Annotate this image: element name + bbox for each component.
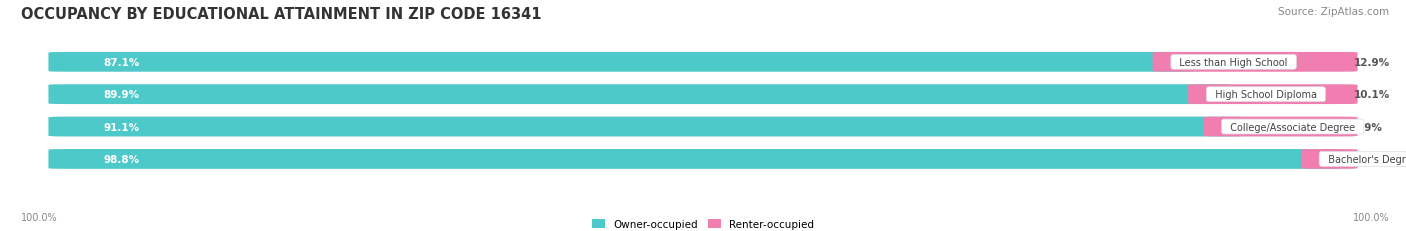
Text: 1.2%: 1.2% [1354,154,1382,164]
Text: 100.0%: 100.0% [1353,212,1389,222]
FancyBboxPatch shape [48,53,1194,72]
FancyBboxPatch shape [48,149,1358,169]
FancyBboxPatch shape [48,117,1244,137]
Legend: Owner-occupied, Renter-occupied: Owner-occupied, Renter-occupied [588,215,818,231]
FancyBboxPatch shape [1153,53,1358,72]
Text: College/Associate Degree: College/Associate Degree [1225,122,1361,132]
Text: 12.9%: 12.9% [1354,58,1389,67]
FancyBboxPatch shape [1204,117,1358,137]
Text: Less than High School: Less than High School [1173,58,1294,67]
Text: Source: ZipAtlas.com: Source: ZipAtlas.com [1278,7,1389,17]
Text: 8.9%: 8.9% [1354,122,1382,132]
Text: 91.1%: 91.1% [104,122,139,132]
FancyBboxPatch shape [48,117,1358,137]
FancyBboxPatch shape [48,85,1229,105]
FancyBboxPatch shape [1188,85,1358,105]
FancyBboxPatch shape [1301,149,1358,169]
Text: 98.8%: 98.8% [104,154,139,164]
Text: 89.9%: 89.9% [104,90,139,100]
Text: High School Diploma: High School Diploma [1209,90,1323,100]
FancyBboxPatch shape [48,149,1343,169]
Text: 87.1%: 87.1% [104,58,141,67]
Text: OCCUPANCY BY EDUCATIONAL ATTAINMENT IN ZIP CODE 16341: OCCUPANCY BY EDUCATIONAL ATTAINMENT IN Z… [21,7,541,22]
Text: 100.0%: 100.0% [21,212,58,222]
FancyBboxPatch shape [48,53,1358,72]
Text: 10.1%: 10.1% [1354,90,1389,100]
Text: Bachelor's Degree or higher: Bachelor's Degree or higher [1322,154,1406,164]
FancyBboxPatch shape [48,85,1358,105]
